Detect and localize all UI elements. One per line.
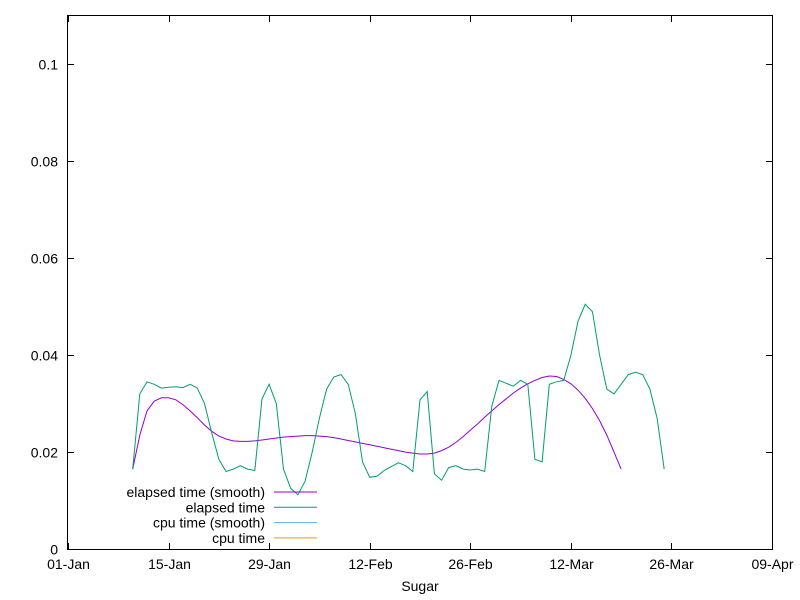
x-tick-label: 26-Feb — [448, 556, 493, 572]
series-line-0 — [132, 375, 622, 470]
x-tick-label: 26-Mar — [649, 556, 694, 572]
x-tick-label: 29-Jan — [248, 556, 291, 572]
y-tick-label: 0.06 — [31, 251, 58, 267]
plot-frame — [67, 15, 773, 550]
x-axis: 01-Jan 15-Jan 29-Jan 12-Feb 26-Feb 12-Mar 26-M… — [47, 16, 794, 572]
legend-label: cpu time — [212, 530, 265, 546]
legend-label: elapsed time — [186, 499, 266, 515]
y-tick-label: 0.1 — [39, 57, 59, 73]
y-tick-label: 0.04 — [31, 348, 58, 364]
series-line-1 — [132, 303, 665, 496]
y-axis: 0 0.02 0.04 0.06 0.08 0.1 — [31, 57, 772, 558]
y-tick-label: 0.02 — [31, 445, 58, 461]
y-tick-label: 0.08 — [31, 154, 58, 170]
x-tick-label: 01-Jan — [47, 556, 90, 572]
x-tick-label: 09-Apr — [751, 556, 793, 572]
x-tick-label: 12-Feb — [348, 556, 393, 572]
x-tick-label: 12-Mar — [549, 556, 594, 572]
x-tick-label: 15-Jan — [148, 556, 191, 572]
legend-label: elapsed time (smooth) — [126, 484, 265, 500]
series-group — [132, 303, 665, 496]
y-tick-label: 0 — [50, 542, 58, 558]
legend-label: cpu time (smooth) — [153, 515, 265, 531]
x-axis-title: Sugar — [401, 578, 439, 594]
